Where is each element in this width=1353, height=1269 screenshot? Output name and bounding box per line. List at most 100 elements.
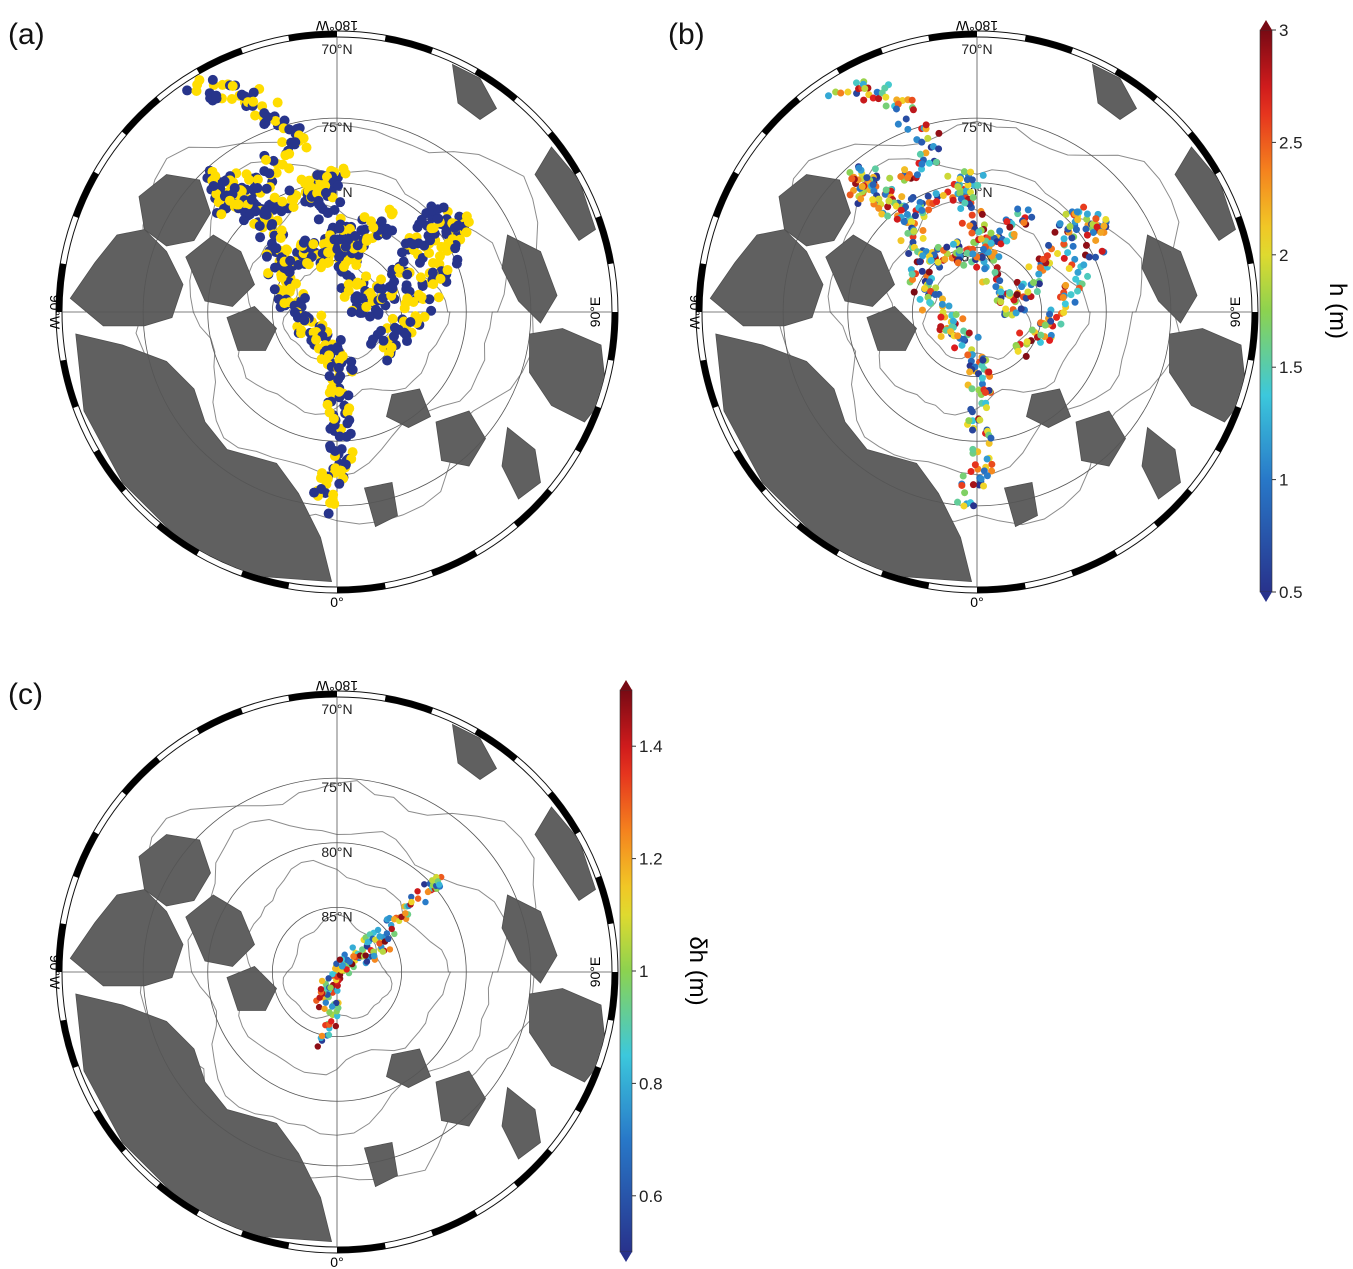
thickness-point	[837, 89, 845, 97]
land-mass	[226, 966, 277, 1011]
uncertainty-point	[408, 898, 415, 906]
thickness-point	[1041, 321, 1049, 329]
track-point	[332, 244, 343, 255]
track-point	[313, 214, 324, 225]
thickness-point	[1013, 278, 1021, 286]
uncertainty-point	[349, 944, 356, 951]
thickness-point	[1012, 309, 1020, 317]
frame-dash	[1114, 68, 1158, 102]
thickness-point	[960, 168, 968, 176]
frame-dash	[60, 1019, 79, 1069]
frame-dash	[56, 923, 67, 973]
track-point	[261, 183, 272, 194]
track-point	[356, 225, 367, 236]
track-point	[433, 292, 444, 303]
thickness-point	[852, 79, 860, 87]
thickness-point	[907, 195, 915, 203]
thickness-point	[967, 168, 975, 176]
uncertainty-point	[422, 898, 429, 906]
uncertainty-point	[391, 916, 398, 923]
thickness-point	[1043, 252, 1051, 260]
track-point	[387, 313, 398, 324]
track-point	[318, 239, 329, 250]
track-point	[386, 290, 397, 301]
frame-dash	[288, 691, 338, 702]
thickness-point	[893, 215, 901, 223]
track-point	[264, 168, 275, 179]
land-mass	[501, 894, 558, 984]
thickness-point	[978, 374, 986, 382]
track-point	[322, 399, 333, 410]
thickness-point	[992, 283, 1000, 291]
colorbar-label: δh (m)	[684, 936, 711, 1005]
uncertainty-point	[327, 984, 334, 991]
thickness-point	[1022, 352, 1030, 360]
uncertainty-point	[359, 946, 366, 953]
frame-dash	[196, 47, 243, 74]
thickness-point	[961, 489, 969, 497]
track-point	[288, 202, 299, 213]
track-point	[376, 274, 387, 285]
thickness-point	[977, 235, 985, 243]
thickness-point	[846, 191, 854, 199]
track-point	[254, 220, 265, 231]
thickness-point	[1037, 331, 1045, 339]
thickness-point	[886, 174, 894, 182]
uncertainty-point	[341, 951, 348, 958]
thickness-point	[908, 218, 916, 226]
thickness-point	[1082, 241, 1090, 249]
frame-dash	[733, 449, 767, 493]
track-point	[336, 465, 347, 476]
thickness-point	[1100, 222, 1108, 230]
track-point	[311, 334, 322, 345]
track-point	[399, 303, 410, 314]
thickness-point	[918, 160, 926, 168]
track-point	[299, 293, 310, 304]
frame-dash	[431, 550, 478, 577]
track-point	[397, 247, 408, 258]
thickness-point	[882, 93, 890, 101]
uncertainty-point	[402, 910, 409, 917]
thickness-point	[959, 472, 967, 480]
map-panel-c: 70°N 75°N 80°N 85°N 180°W 90°W 90°E 0°	[47, 680, 619, 1269]
track-point	[211, 188, 222, 199]
thickness-point	[1047, 317, 1055, 325]
latitude-label: 75°N	[321, 119, 352, 135]
thickness-point	[909, 106, 917, 114]
track-point	[432, 213, 443, 224]
track-point	[343, 390, 354, 401]
frame-dash	[796, 522, 840, 556]
thickness-point	[985, 368, 993, 376]
frame-dash	[547, 131, 581, 175]
thickness-point	[1036, 338, 1044, 346]
longitude-label-right: 90°E	[587, 297, 603, 328]
track-point	[233, 199, 244, 210]
track-point	[211, 93, 222, 104]
thickness-point	[1010, 230, 1018, 238]
track-point	[284, 185, 295, 196]
thickness-point	[863, 174, 871, 182]
thickness-point	[898, 193, 906, 201]
colorbar-c: 1.4 1.2 1 0.8 0.6 δh (m)	[619, 680, 711, 1262]
frame-dash	[575, 406, 602, 453]
thickness-point	[1102, 216, 1110, 224]
uncertainty-point	[318, 977, 326, 985]
frame-dash	[880, 570, 930, 589]
track-point	[308, 239, 319, 250]
land-mass	[185, 894, 255, 967]
thickness-point	[1062, 210, 1070, 218]
thickness-point	[959, 315, 967, 323]
land-mass	[75, 993, 333, 1242]
track-point	[328, 413, 339, 424]
track-point	[271, 243, 282, 254]
track-point	[368, 222, 379, 233]
thickness-point	[1059, 293, 1067, 301]
thickness-point	[921, 284, 929, 292]
thickness-point	[938, 300, 946, 308]
bathymetry-contour	[282, 913, 393, 1019]
thickness-point	[969, 481, 977, 489]
thickness-point	[979, 356, 987, 364]
thickness-point	[939, 191, 947, 199]
frame-dash	[712, 171, 739, 218]
thickness-point	[956, 175, 964, 183]
